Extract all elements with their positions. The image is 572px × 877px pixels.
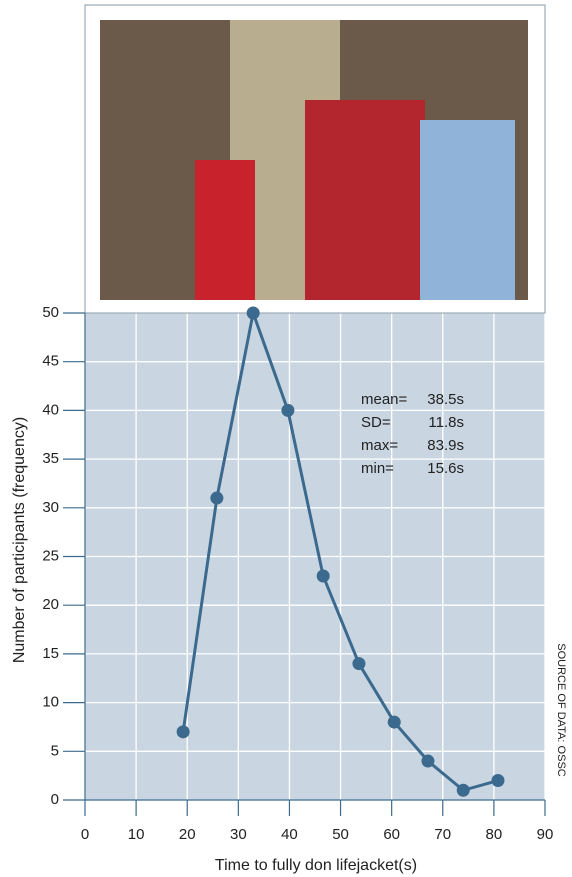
x-tick-label: 20 bbox=[179, 826, 196, 843]
data-point bbox=[352, 657, 365, 670]
data-point bbox=[210, 492, 223, 505]
x-tick-label: 90 bbox=[537, 826, 554, 843]
x-tick-label: 0 bbox=[81, 826, 89, 843]
x-tick-label: 60 bbox=[383, 826, 400, 843]
x-tick-label: 70 bbox=[434, 826, 451, 843]
photo-jackets bbox=[305, 100, 425, 300]
source-note: SOURCE OF DATA: OSSC bbox=[555, 643, 567, 776]
y-tick-label: 15 bbox=[42, 645, 59, 662]
y-tick-label: 5 bbox=[51, 742, 59, 759]
x-axis-label: Time to fully don lifejacket(s) bbox=[215, 857, 417, 874]
data-point bbox=[421, 755, 434, 768]
x-tick-label: 40 bbox=[281, 826, 298, 843]
y-tick-label: 45 bbox=[42, 353, 59, 370]
annotation-value: 83.9s bbox=[427, 437, 464, 454]
data-point bbox=[457, 784, 470, 797]
data-point bbox=[247, 307, 260, 320]
annotation-label: SD= bbox=[361, 414, 391, 431]
annotation-value: 38.5s bbox=[427, 391, 464, 408]
photo-person bbox=[420, 120, 515, 300]
annotation-label: mean= bbox=[361, 391, 408, 408]
data-point bbox=[388, 716, 401, 729]
y-tick-label: 35 bbox=[42, 450, 59, 467]
data-point bbox=[281, 404, 294, 417]
annotation-label: max= bbox=[361, 437, 398, 454]
y-tick-label: 10 bbox=[42, 694, 59, 711]
y-tick-label: 40 bbox=[42, 401, 59, 418]
x-tick-label: 50 bbox=[332, 826, 349, 843]
annotation-value: 11.8s bbox=[428, 414, 464, 431]
y-tick-label: 50 bbox=[42, 304, 59, 321]
x-tick-label: 80 bbox=[486, 826, 503, 843]
photo-jackets bbox=[195, 160, 255, 300]
chart: Number of participants (frequency) Time … bbox=[0, 0, 572, 877]
annotation-label: min= bbox=[361, 460, 394, 477]
y-tick-label: 25 bbox=[42, 547, 59, 564]
y-tick-label: 30 bbox=[42, 499, 59, 516]
annotation-value: 15.6s bbox=[427, 460, 464, 477]
y-tick-label: 20 bbox=[42, 596, 59, 613]
x-tick-label: 30 bbox=[230, 826, 247, 843]
data-point bbox=[177, 725, 190, 738]
data-point bbox=[491, 774, 504, 787]
x-tick-label: 10 bbox=[128, 826, 145, 843]
y-tick-label: 0 bbox=[51, 791, 59, 808]
y-axis-label: Number of participants (frequency) bbox=[11, 417, 28, 663]
data-point bbox=[317, 569, 330, 582]
